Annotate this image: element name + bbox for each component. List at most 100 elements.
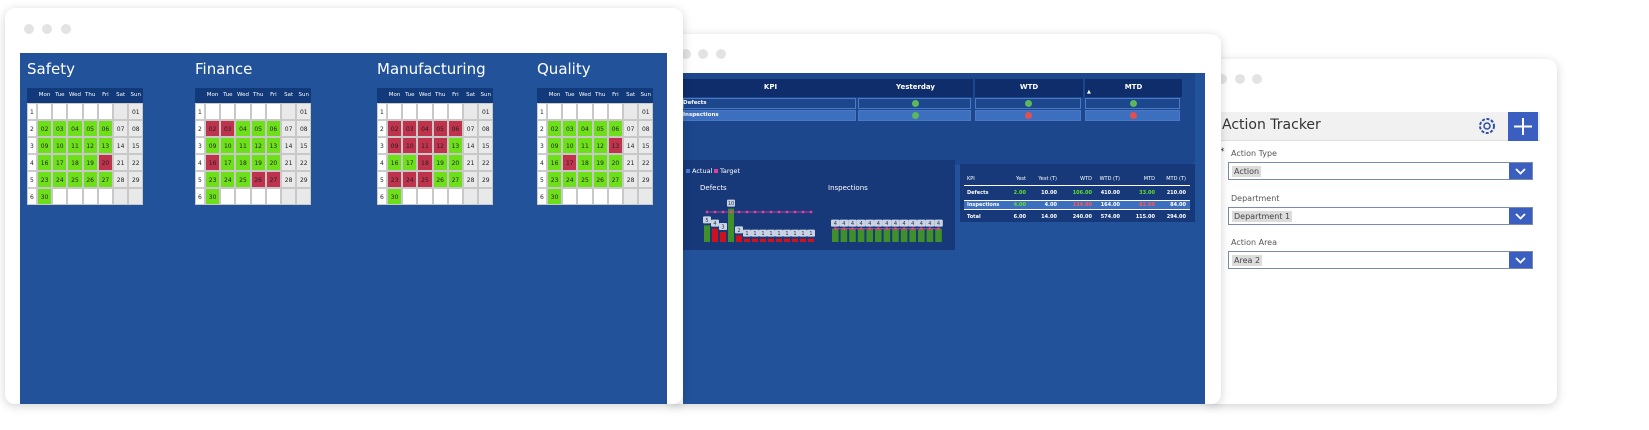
field-label: Department	[1231, 194, 1280, 203]
week-number: 1	[537, 103, 547, 120]
summary-header: MTD (T)	[1166, 176, 1186, 182]
status-header-cell: KPI	[683, 79, 858, 97]
bar-label-box	[917, 219, 926, 227]
day-cell: 25	[577, 171, 593, 188]
weekday-label: Thu	[435, 92, 446, 98]
day-cell	[447, 103, 463, 120]
day-cell: 29	[638, 171, 654, 188]
target-dot	[842, 227, 846, 231]
bar-label-box	[899, 219, 909, 227]
bar-label: 4	[860, 221, 863, 227]
day-cell: 21	[623, 154, 639, 171]
bar-label: 1	[769, 231, 772, 237]
day-cell: 23	[37, 171, 53, 188]
summary-header: Yest (T)	[1038, 176, 1057, 182]
week-number: 1	[27, 103, 37, 120]
day-cell	[97, 103, 113, 120]
week-number: 3	[537, 137, 547, 154]
bar	[909, 228, 916, 242]
day-cell	[97, 188, 113, 205]
weekday-label: Thu	[85, 92, 96, 98]
target-dot	[851, 227, 854, 231]
status-indicator	[911, 100, 919, 107]
bar	[918, 228, 925, 242]
calendar-header	[27, 88, 144, 103]
day-cell: 15	[296, 137, 312, 154]
summary-cell: 106.00	[1072, 190, 1092, 196]
bar	[840, 228, 848, 242]
day-cell: 12	[592, 137, 608, 154]
window-dot	[61, 24, 71, 34]
day-cell	[113, 188, 129, 205]
calendar-header	[537, 88, 654, 103]
day-cell: 16	[205, 154, 221, 171]
bar-label: 10	[728, 201, 734, 207]
bar-label: 1	[785, 231, 788, 237]
weekday-label: Sat	[626, 92, 636, 98]
dropdown[interactable]: Area 2	[1228, 251, 1533, 269]
dropdown[interactable]: Action	[1228, 162, 1533, 180]
day-cell: 29	[296, 171, 312, 188]
week-number: 1	[377, 103, 387, 120]
day-cell	[235, 103, 251, 120]
day-cell: 15	[638, 137, 654, 154]
day-cell: 08	[296, 120, 312, 137]
day-cell: 14	[623, 137, 639, 154]
chevron-icon	[1515, 213, 1526, 220]
bar-label: 4	[903, 221, 906, 227]
weekday-label: Mon	[206, 92, 219, 98]
day-cell: 04	[235, 120, 251, 137]
bar-label-box	[791, 229, 799, 237]
bar-label-box	[865, 219, 874, 227]
summary-header: MTD	[1143, 176, 1155, 182]
add-button[interactable]	[1508, 112, 1538, 141]
required-mark: *	[1220, 147, 1225, 157]
bar-label-box	[783, 229, 791, 237]
day-cell: 25	[235, 171, 251, 188]
day-cell	[417, 188, 433, 205]
bar-label-box	[908, 219, 917, 227]
day-cell: 17	[220, 154, 236, 171]
week-number: 3	[377, 137, 387, 154]
summary-cell: 410.00	[1100, 190, 1120, 196]
bar-label-box	[743, 229, 751, 237]
day-cell: 06	[97, 120, 113, 137]
day-cell: 22	[478, 154, 494, 171]
panel-title: Defects	[700, 184, 727, 192]
day-cell: 07	[463, 120, 479, 137]
day-cell	[607, 103, 623, 120]
plus-icon	[1514, 118, 1532, 135]
day-cell: 05	[250, 120, 266, 137]
day-cell: 15	[478, 137, 494, 154]
summary-cell: 115.00	[1135, 214, 1155, 220]
app-title: Action Tracker	[1222, 117, 1321, 133]
day-cell: 19	[250, 154, 266, 171]
weekday-label: Sun	[130, 92, 142, 98]
field-label: Action Area	[1231, 238, 1278, 247]
day-cell: 21	[463, 154, 479, 171]
week-number: 5	[195, 171, 205, 188]
day-cell: 24	[52, 171, 68, 188]
day-cell	[281, 188, 297, 205]
calendar-title: Quality	[537, 60, 591, 78]
bar	[866, 228, 873, 242]
summary-cell: 33.00	[1139, 190, 1155, 196]
status-header-cell: WTD	[975, 79, 1083, 97]
chevron-icon	[1515, 257, 1526, 264]
bar-label-box	[807, 229, 815, 237]
settings-icon[interactable]	[1476, 115, 1498, 137]
day-cell: 01	[638, 103, 654, 120]
weekday-label: Tue	[405, 92, 415, 98]
day-cell: 10	[402, 137, 418, 154]
day-cell: 05	[592, 120, 608, 137]
day-cell	[463, 188, 479, 205]
status-indicator	[1025, 100, 1032, 107]
dropdown[interactable]: Department 1	[1228, 207, 1533, 225]
status-indicator	[911, 112, 919, 119]
bar-label-box	[891, 219, 900, 227]
bar-label: 5	[705, 218, 708, 224]
target-dot	[902, 227, 906, 231]
week-number: 2	[377, 120, 387, 137]
